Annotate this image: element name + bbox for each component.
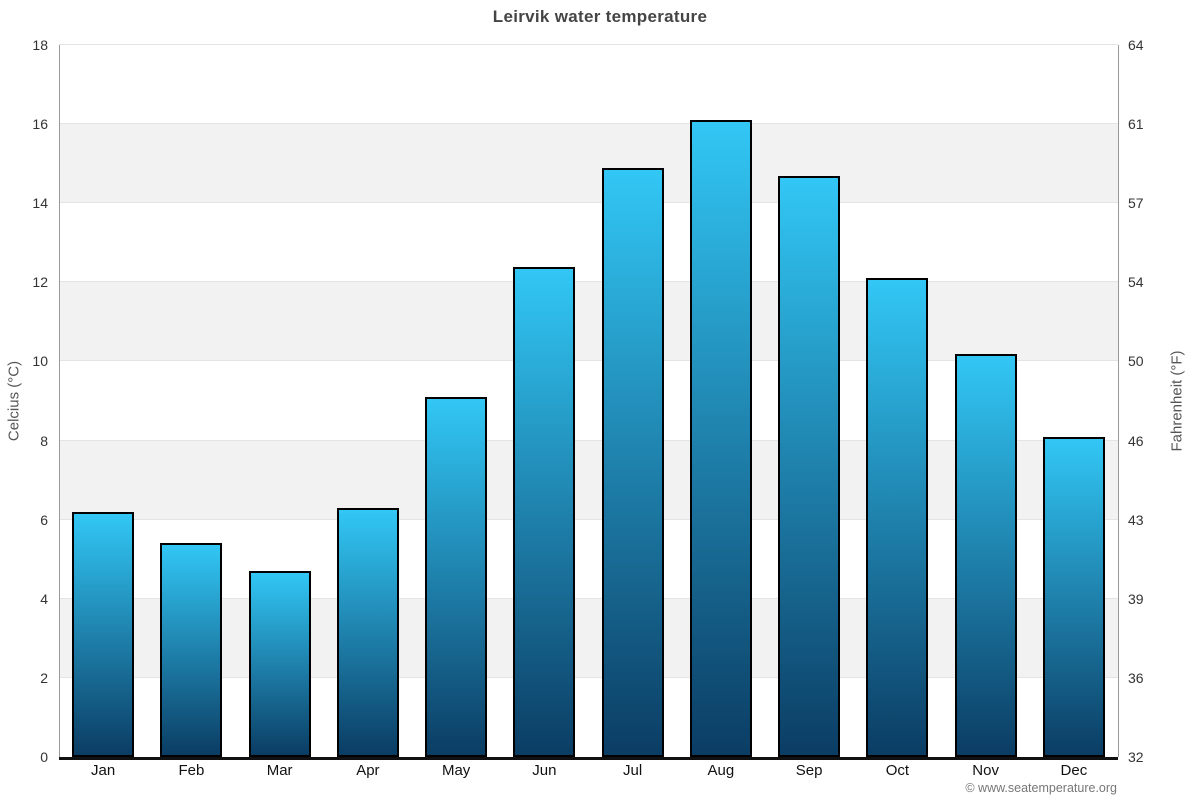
x-tick-label-may: May [441, 762, 471, 779]
bar-aug [689, 120, 752, 757]
bar-dec [1042, 436, 1105, 757]
y-gridline [59, 281, 1118, 283]
y-axis-spine-right [1118, 45, 1119, 757]
x-tick-label-mar: Mar [266, 762, 293, 779]
x-tick-label-jun: Jun [532, 762, 557, 779]
bar-mar [248, 571, 311, 757]
y-axis-title-celsius: Celcius (°C) [5, 360, 23, 442]
y-tick-label-left: 8 [40, 432, 48, 449]
x-tick-label-nov: Nov [972, 762, 999, 779]
y-tick-label-right: 64 [1128, 37, 1144, 53]
bar-may [425, 397, 488, 757]
bar-feb [160, 543, 223, 757]
x-tick-label-oct: Oct [885, 762, 910, 779]
y-tick-label-right: 39 [1128, 590, 1144, 607]
x-tick-label-aug: Aug [707, 762, 735, 779]
y-tick-label-right: 61 [1128, 116, 1144, 133]
y-tick-label-right: 32 [1128, 749, 1144, 765]
y-tick-label-left: 14 [32, 195, 48, 212]
y-gridline [59, 202, 1118, 204]
y-gridline [59, 44, 1118, 45]
plot-area [59, 44, 1118, 757]
plot-band [59, 440, 1118, 520]
bar-apr [336, 507, 399, 757]
x-tick-label-sep: Sep [795, 762, 823, 779]
y-gridline [59, 676, 1118, 678]
y-tick-label-right: 57 [1128, 195, 1144, 212]
y-gridline [59, 518, 1118, 520]
y-tick-label-left: 0 [40, 749, 48, 765]
y-tick-label-left: 16 [32, 116, 48, 133]
y-tick-label-left: 18 [32, 37, 48, 53]
bar-jan [72, 511, 135, 757]
y-gridline [59, 360, 1118, 362]
y-gridline [59, 597, 1118, 599]
plot-band [59, 282, 1118, 362]
chart-title: Leirvik water temperature [492, 7, 708, 26]
x-tick-label-jan: Jan [91, 762, 116, 779]
y-gridline [59, 123, 1118, 125]
y-tick-label-left: 10 [32, 353, 48, 370]
x-tick-label-dec: Dec [1060, 762, 1088, 779]
y-tick-label-left: 6 [40, 511, 48, 528]
x-tick-label-jul: Jul [623, 762, 643, 779]
y-tick-label-right: 36 [1128, 669, 1144, 686]
y-tick-label-right: 43 [1128, 511, 1144, 528]
y-tick-label-left: 12 [32, 274, 48, 291]
y-tick-label-right: 50 [1128, 353, 1144, 370]
y-tick-label-left: 4 [40, 590, 48, 607]
bar-jul [601, 167, 664, 757]
bar-jun [513, 266, 576, 757]
plot-band [59, 598, 1118, 678]
y-gridline [59, 439, 1118, 441]
bar-nov [954, 353, 1017, 757]
bar-oct [866, 278, 929, 757]
watermark-credit: © www.seatemperature.org [965, 781, 1117, 795]
y-tick-label-right: 54 [1128, 274, 1144, 291]
plot-band [59, 124, 1118, 204]
y-tick-label-right: 46 [1128, 432, 1144, 449]
x-tick-label-apr: Apr [356, 762, 380, 779]
y-axis-spine-left [59, 45, 60, 757]
y-tick-label-left: 2 [40, 669, 48, 686]
bar-sep [778, 175, 841, 757]
x-tick-label-feb: Feb [178, 762, 205, 779]
x-axis-line [59, 757, 1118, 760]
